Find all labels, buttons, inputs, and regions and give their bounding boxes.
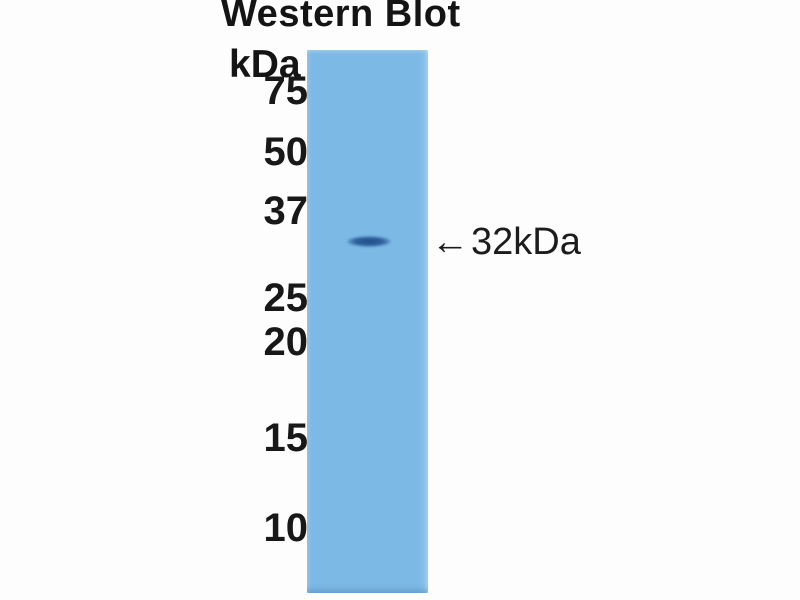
ladder-mark-15: 15 [263,416,309,460]
ladder-mark-37: 37 [263,189,309,233]
figure-title: Western Blot [221,0,461,35]
unit-label: kDa [229,43,301,86]
protein-band [347,236,391,247]
left-arrow-icon: ← [431,221,469,263]
band-annotation: ←32kDa [431,223,581,261]
band-size-label: 32kDa [471,221,581,263]
ladder-mark-75: 75 [263,69,309,113]
blot-lane [307,50,428,593]
ladder-mark-50: 50 [263,130,309,174]
ladder-mark-25: 25 [263,276,309,320]
ladder-mark-20: 20 [263,320,309,364]
ladder-mark-10: 10 [263,506,309,550]
